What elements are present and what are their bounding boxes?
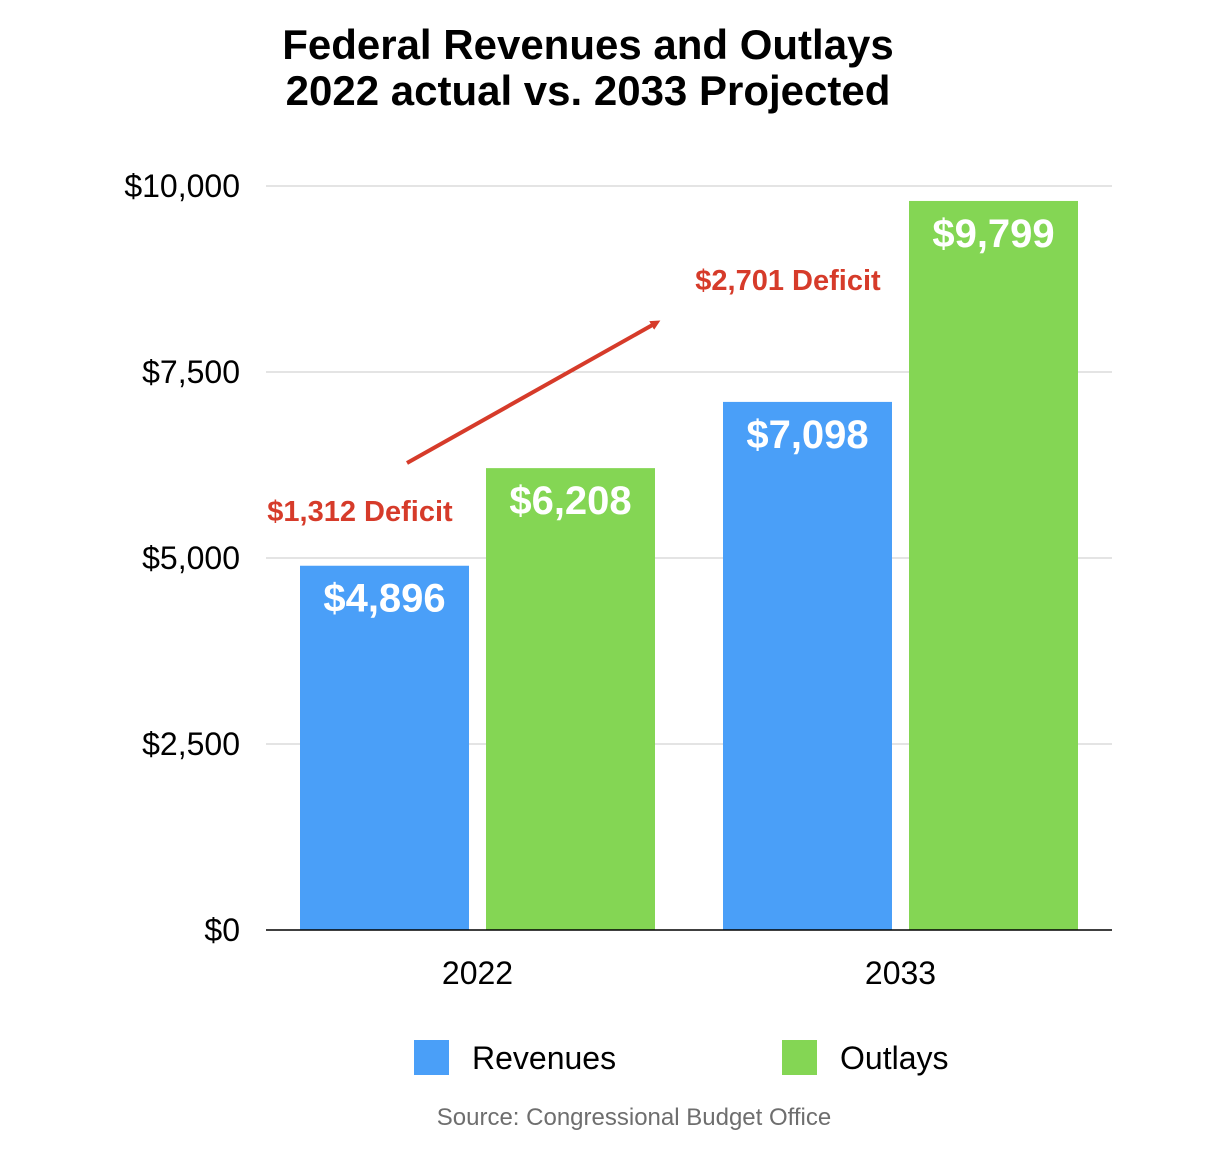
bar-revenues-2022 (300, 565, 469, 930)
deficit-label: $1,312 Deficit (267, 496, 453, 528)
deficit-label: $2,701 Deficit (695, 265, 881, 297)
x-axis-ticks: 2022 2033 (442, 955, 936, 991)
legend: Revenues Outlays (414, 1040, 948, 1076)
bar-value-label: $6,208 (509, 479, 631, 523)
chart-title: Federal Revenues and Outlays 2022 actual… (0, 22, 1176, 114)
bar-value-label: $4,896 (323, 577, 445, 621)
source-note: Source: Congressional Budget Office (436, 1104, 832, 1131)
deficit-annotations: $1,312 Deficit $2,701 Deficit (267, 265, 881, 528)
y-tick-label: $0 (204, 912, 240, 948)
y-tick-label: $2,500 (142, 726, 240, 762)
legend-swatch-revenues (414, 1040, 449, 1075)
bar-value-label: $7,098 (746, 413, 868, 457)
legend-swatch-outlays (782, 1040, 817, 1075)
x-tick-label: 2022 (442, 955, 513, 991)
bar-outlays-2033 (909, 200, 1078, 930)
y-axis-ticks: $0 $2,500 $5,000 $7,500 $10,000 (124, 168, 240, 948)
bar-revenues-2033 (723, 401, 892, 930)
bar-outlays-2022 (486, 468, 655, 930)
chart-title-line-2: 2022 actual vs. 2033 Projected (285, 67, 891, 114)
deficit-arrow (406, 320, 661, 465)
legend-label-revenues: Revenues (472, 1040, 616, 1076)
y-tick-label: $7,500 (142, 354, 240, 390)
legend-label-outlays: Outlays (840, 1040, 948, 1076)
bar-value-label: $9,799 (932, 212, 1054, 256)
y-tick-label: $10,000 (124, 168, 240, 204)
chart-title-line-1: Federal Revenues and Outlays (282, 21, 894, 68)
bars: $4,896 $6,208 $7,098 $9,799 (300, 200, 1078, 930)
y-tick-label: $5,000 (142, 540, 240, 576)
x-tick-label: 2033 (865, 955, 936, 991)
